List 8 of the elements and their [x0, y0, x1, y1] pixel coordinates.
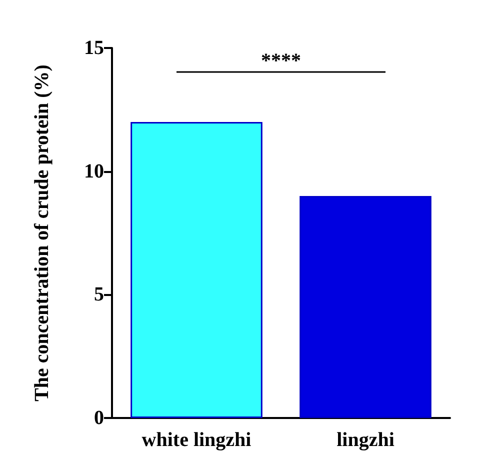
y-axis-title: The concentration of crude protein (%) [31, 64, 53, 402]
annotation: **** [261, 50, 301, 74]
y-tick-label: 15 [84, 37, 104, 59]
y-tick-label: 0 [94, 407, 104, 429]
y-tick-label: 10 [84, 160, 104, 182]
y-tick-label: 5 [94, 284, 104, 306]
x-tick-label: white lingzhi [142, 429, 252, 451]
x-tick-label: lingzhi [336, 429, 395, 451]
